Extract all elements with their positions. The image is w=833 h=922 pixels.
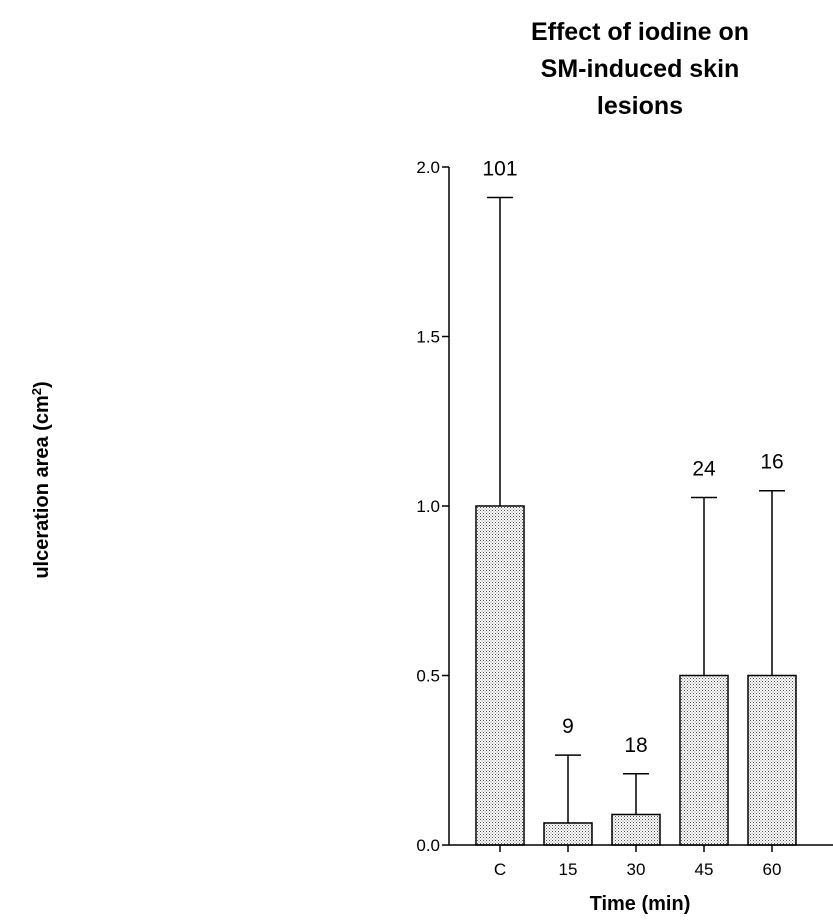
- data-label: 101: [482, 158, 517, 181]
- y-tick-label: 1.0: [416, 497, 440, 516]
- bar-60: [747, 674, 797, 846]
- x-tick-label: 45: [695, 860, 714, 879]
- bar-45: [679, 674, 729, 846]
- bar-30: [611, 813, 661, 846]
- chart-title-line-1: Effect of iodine on: [531, 18, 749, 46]
- chart-title-line-3: lesions: [597, 92, 683, 120]
- bar-C: [475, 505, 525, 846]
- x-tick-label: 30: [627, 860, 646, 879]
- data-label: 18: [624, 734, 647, 757]
- y-tick-label: 2.0: [416, 158, 440, 177]
- x-tick-label: C: [494, 860, 506, 879]
- y-tick-label: 0.5: [416, 667, 440, 686]
- data-label: 9: [562, 715, 574, 738]
- x-tick-label: 15: [559, 860, 578, 879]
- x-axis-label: Time (min): [590, 893, 691, 915]
- x-tick-label: 60: [763, 860, 782, 879]
- chart-title-line-2: SM-induced skin: [541, 55, 740, 83]
- y-tick-label: 0.0: [416, 836, 440, 855]
- data-label: 24: [692, 458, 716, 481]
- y-axis-label: ulceration area (cm2): [29, 381, 53, 578]
- plot-area: 0.0 0.5 1.0 1.5 2.0 C 101 15 9 30 18 45 24 60 16: [416, 158, 833, 879]
- bar-15: [543, 822, 593, 846]
- y-tick-label: 1.5: [416, 328, 440, 347]
- data-label: 16: [760, 451, 783, 474]
